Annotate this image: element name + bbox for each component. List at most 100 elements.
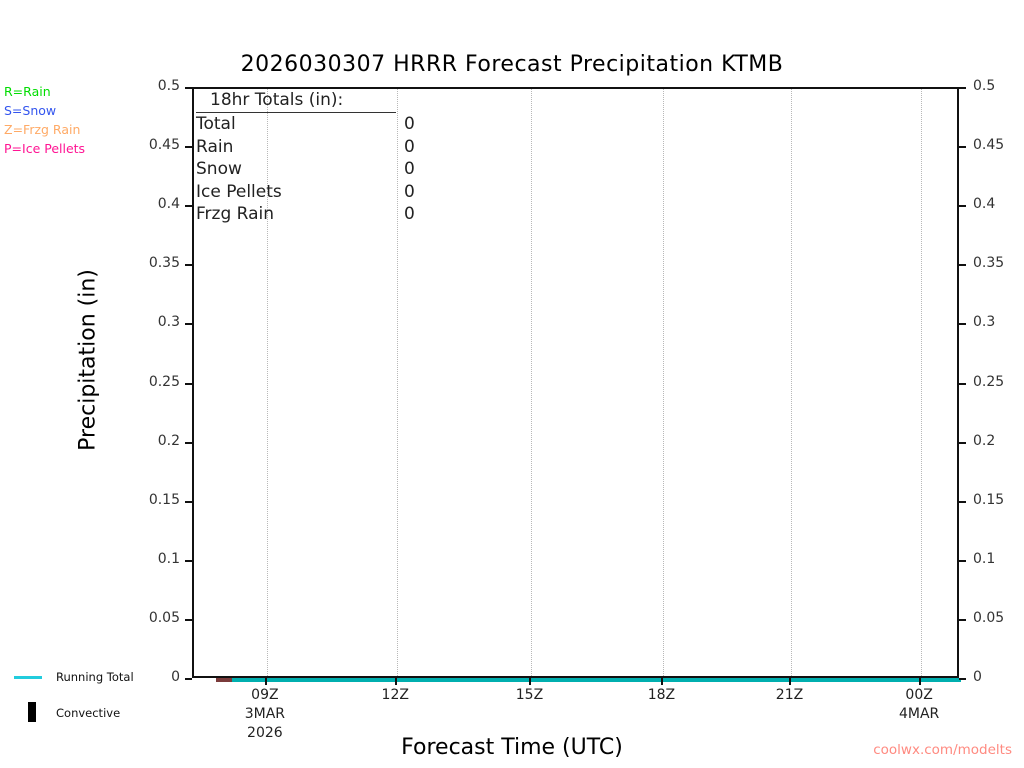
- x-tick-sublabel-date: 4MAR: [898, 706, 940, 722]
- x-tick-mark: [919, 678, 922, 685]
- totals-row-snow: Snow 0: [196, 158, 426, 181]
- totals-title: 18hr Totals (in):: [196, 90, 396, 113]
- y-tick-label-right: 0.25: [973, 373, 1005, 390]
- y-tick-mark-left: [185, 500, 192, 503]
- y-tick-mark-right: [959, 205, 966, 208]
- y-tick-label-left: 0.45: [148, 137, 180, 154]
- y-tick-label-right: 0.2: [973, 432, 996, 449]
- y-tick-label-left: 0.15: [148, 491, 180, 508]
- page-title: 2026030307 HRRR Forecast Precipitation K…: [240, 52, 784, 77]
- y-axis-label: Precipitation (in): [75, 269, 101, 451]
- totals-row-rain: Rain 0: [196, 136, 426, 159]
- y-tick-label-left: 0.05: [148, 609, 180, 626]
- totals-row-frzg-rain: Frzg Rain 0: [196, 203, 426, 226]
- y-tick-mark-right: [959, 264, 966, 267]
- x-tick-label: 09Z: [251, 687, 279, 703]
- totals-label: Frzg Rain: [196, 204, 275, 225]
- y-tick-label-left: 0.35: [148, 255, 180, 272]
- x-tick-mark: [661, 678, 664, 685]
- y-tick-label-right: 0.4: [973, 196, 996, 213]
- y-tick-mark-right: [959, 441, 966, 444]
- y-tick-label-right: 0.35: [973, 255, 1005, 272]
- totals-value: 0: [404, 159, 415, 180]
- y-tick-mark-left: [185, 441, 192, 444]
- y-tick-mark-left: [185, 382, 192, 385]
- x-tick-mark: [529, 678, 532, 685]
- gridline-12z: [397, 89, 399, 676]
- totals-value: 0: [404, 136, 415, 157]
- trace-initial-segment: [216, 678, 232, 682]
- y-tick-label-right: 0.05: [973, 609, 1005, 626]
- y-tick-mark-right: [959, 618, 966, 621]
- running-total-line: [232, 678, 961, 682]
- y-tick-mark-right: [959, 678, 966, 680]
- x-tick-label: 00Z: [905, 687, 933, 703]
- convective-bar-swatch: [28, 702, 36, 722]
- precip-type-legend: R=Rain S=Snow Z=Frzg Rain P=Ice Pellets: [4, 82, 85, 158]
- y-tick-mark-right: [959, 500, 966, 503]
- y-tick-label-left: 0: [171, 669, 180, 685]
- y-tick-mark-left: [185, 146, 192, 149]
- y-tick-mark-right: [959, 146, 966, 149]
- y-tick-mark-right: [959, 323, 966, 326]
- x-tick-label: 21Z: [775, 687, 804, 703]
- gridline-15z: [531, 89, 533, 676]
- y-tick-label-left: 0.4: [157, 196, 180, 213]
- x-axis-label: Forecast Time (UTC): [401, 735, 623, 760]
- totals-label: Ice Pellets: [196, 181, 282, 202]
- y-tick-mark-left: [185, 618, 192, 621]
- convective-label: Convective: [56, 706, 121, 720]
- y-tick-label-left: 0.2: [157, 432, 180, 449]
- x-tick-mark: [789, 678, 792, 685]
- y-tick-mark-left: [185, 323, 192, 326]
- y-tick-mark-left: [185, 678, 192, 680]
- running-total-trace: [194, 89, 961, 682]
- legend-item-rain: R=Rain: [4, 84, 51, 99]
- y-tick-mark-left: [185, 205, 192, 208]
- x-tick-label: 15Z: [515, 687, 544, 703]
- y-tick-label-left: 0.1: [157, 550, 180, 567]
- x-tick-mark: [264, 678, 267, 685]
- gridline-18z: [663, 89, 665, 676]
- y-tick-label-right: 0: [973, 669, 982, 685]
- y-tick-label-left: 0.3: [157, 314, 180, 331]
- gridline-09z: [266, 89, 268, 676]
- totals-row-total: Total 0: [196, 113, 426, 136]
- totals-value: 0: [404, 114, 415, 134]
- totals-box: 18hr Totals (in): Total 0 Rain 0 Snow 0 …: [196, 90, 426, 226]
- y-tick-mark-left: [185, 559, 192, 562]
- y-tick-label-right: 0.45: [973, 137, 1005, 154]
- plot-area: [192, 87, 961, 682]
- legend-item-frzg-rain: Z=Frzg Rain: [4, 122, 81, 137]
- y-tick-mark-right: [959, 559, 966, 562]
- y-tick-label-left: 0.5: [157, 78, 180, 94]
- y-tick-label-right: 0.5: [973, 78, 996, 94]
- y-tick-label-right: 0.15: [973, 491, 1005, 508]
- x-tick-sublabel-year: 2026: [247, 725, 283, 741]
- y-tick-mark-right: [959, 87, 966, 89]
- totals-label: Rain: [196, 136, 234, 157]
- legend-item-snow: S=Snow: [4, 103, 57, 118]
- y-tick-label-right: 0.1: [973, 550, 996, 567]
- running-total-line-swatch: [14, 676, 42, 679]
- x-tick-mark: [395, 678, 398, 685]
- y-tick-label-right: 0.3: [973, 314, 996, 331]
- totals-value: 0: [404, 181, 415, 202]
- totals-row-ice-pellets: Ice Pellets 0: [196, 181, 426, 204]
- y-tick-mark-right: [959, 382, 966, 385]
- totals-value: 0: [404, 204, 415, 225]
- totals-label: Total: [196, 114, 236, 134]
- y-tick-mark-left: [185, 264, 192, 267]
- running-total-label: Running Total: [56, 670, 134, 684]
- legend-item-ice-pellets: P=Ice Pellets: [4, 141, 86, 156]
- y-tick-label-left: 0.25: [148, 373, 180, 390]
- x-tick-label: 12Z: [381, 687, 409, 703]
- totals-label: Snow: [196, 159, 242, 180]
- gridline-21z: [791, 89, 793, 676]
- gridline-00z: [921, 89, 923, 676]
- watermark: coolwx.com/modelts: [873, 742, 1012, 758]
- y-tick-mark-left: [185, 87, 192, 89]
- x-tick-sublabel-date: 3MAR: [244, 706, 286, 722]
- x-tick-label: 18Z: [647, 687, 676, 703]
